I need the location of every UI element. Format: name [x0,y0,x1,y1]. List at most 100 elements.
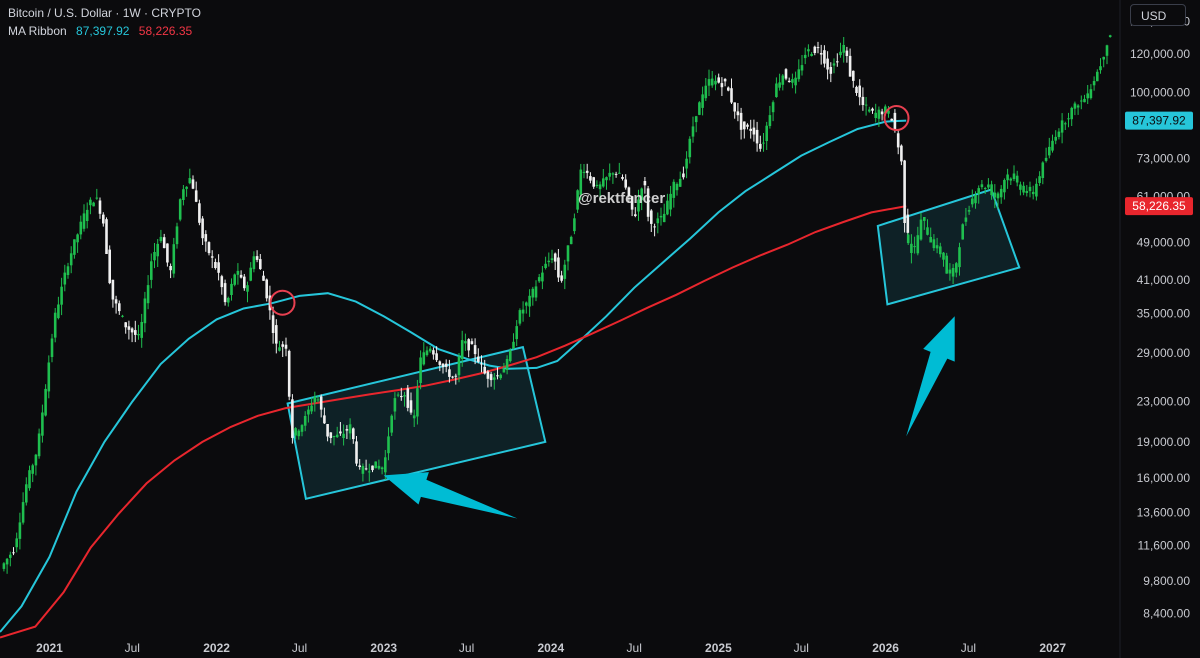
candle [223,283,227,303]
candle [871,108,874,111]
candle [685,158,688,169]
annotation-arrow-1 [383,472,518,519]
projection-candle [990,184,993,196]
candle [428,348,432,352]
candle [130,328,134,333]
candle [143,298,147,324]
ma-slow-line [0,205,907,639]
candle [592,177,595,187]
candle [714,80,717,85]
candle [194,190,198,202]
projection-candle [906,234,910,244]
candle [25,484,28,503]
candle [521,309,525,314]
candle [880,111,884,115]
y-tick-label: 23,000.00 [1137,395,1191,409]
candle [236,270,240,275]
symbol-title[interactable]: Bitcoin / U.S. Dollar · 1W · CRYPTO [8,6,201,20]
candle [5,558,9,565]
candle [111,279,115,300]
candle [9,554,12,558]
candle [364,468,368,470]
candle [816,47,820,49]
candle [214,262,217,268]
candle [531,288,535,298]
x-tick-label: 2025 [705,641,732,655]
indicator-name[interactable]: MA Ribbon [8,24,67,38]
candle [537,277,541,282]
candle [291,399,294,438]
x-tick-label: Jul [627,641,642,655]
candle [438,361,442,365]
candle [50,338,54,357]
candle [169,266,172,271]
projection-candle [1086,93,1089,99]
projection-candle [932,239,936,249]
candle [739,112,743,130]
projection-candle [942,252,945,260]
candle [53,312,57,338]
candle [166,243,169,263]
candle [153,252,156,261]
projection-candle [977,188,980,194]
projection-candle [1080,100,1083,102]
candle [752,127,756,135]
candle [733,102,736,112]
candle [896,133,900,148]
candle [627,187,631,196]
candle [31,465,34,474]
projection-candle [955,263,958,273]
y-tick-label: 19,000.00 [1137,435,1191,449]
candle [836,61,839,63]
candle [374,461,377,469]
candle [473,345,477,355]
projection-candle [1054,136,1057,141]
candle [803,54,807,59]
candle [819,53,823,55]
candle [310,405,313,412]
projection-candle [1041,162,1045,178]
candle [903,160,906,223]
projection-candle [1022,185,1025,193]
candle [630,196,634,210]
currency-button[interactable]: USD [1130,4,1186,26]
candle [727,87,730,91]
candle [813,46,817,53]
candle [303,416,307,426]
candle [736,111,740,116]
candle [140,322,143,338]
candle [710,78,714,86]
candle [448,369,451,377]
candle [300,425,304,432]
symbol-legend: Bitcoin / U.S. Dollar · 1W · CRYPTO [8,6,207,20]
projection-candle [993,192,997,198]
candle [73,239,76,255]
candle [92,202,95,207]
candle [390,415,393,433]
projection-candle [929,237,932,243]
candle [464,341,467,344]
candle [114,299,118,304]
y-tick-label: 8,400.00 [1143,607,1190,621]
y-tick-label: 41,000.00 [1137,273,1191,287]
candle [618,172,621,174]
candle [560,275,563,281]
candle [146,285,150,304]
candle [121,315,124,317]
candle [852,70,855,81]
candle [698,102,701,115]
candle [380,467,384,470]
candle [794,77,797,86]
candle [691,126,695,137]
projection-candle [1083,98,1086,103]
y-tick-label: 9,800.00 [1143,574,1190,588]
candle [313,396,317,403]
candle [85,209,89,221]
projection-candle [1044,157,1048,161]
candle [175,226,179,245]
candle [884,106,887,114]
candle [614,173,618,175]
candle [460,340,464,359]
candle [384,457,387,473]
